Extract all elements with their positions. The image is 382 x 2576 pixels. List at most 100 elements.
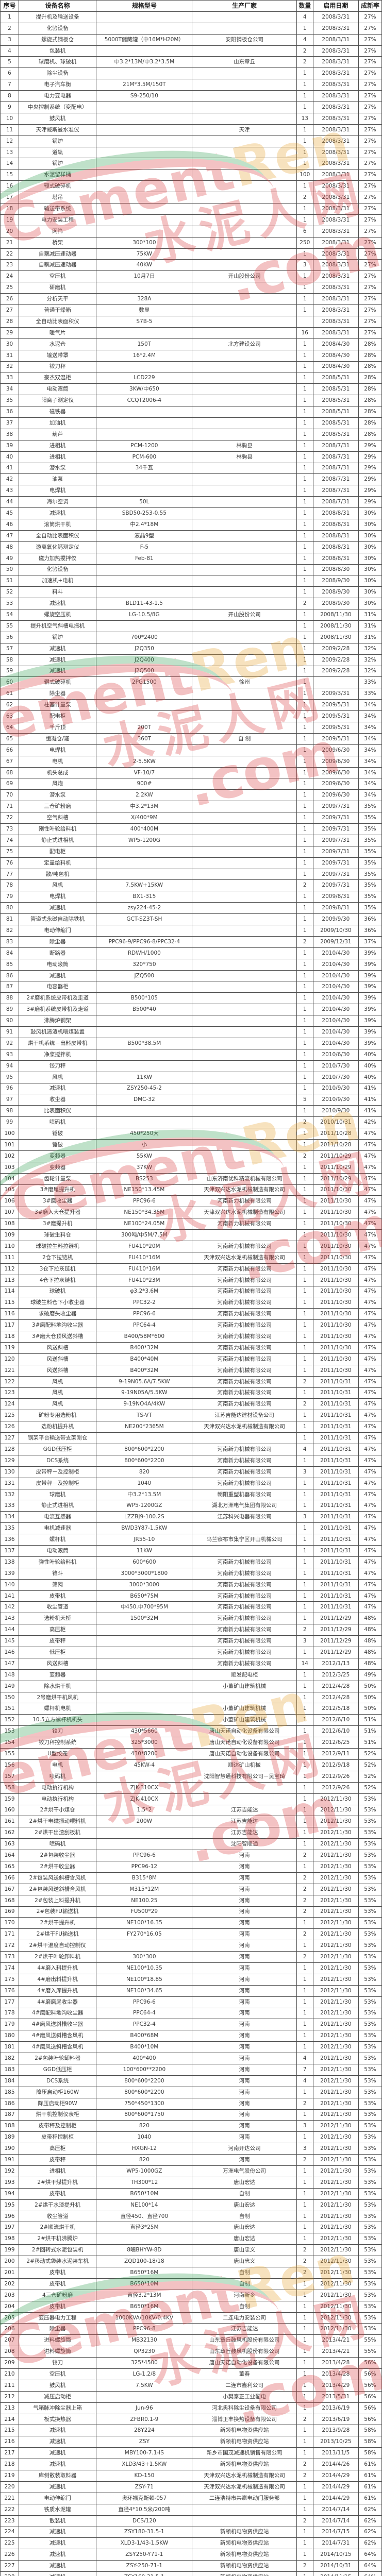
table-cell: 2009/10/30 xyxy=(312,925,359,937)
table-cell: 52% xyxy=(358,1782,382,1794)
table-cell xyxy=(96,417,193,429)
table-row: 210 空压机 LG-1.2/8 董春 1 2013/4/28 56% xyxy=(0,2368,382,2380)
table-row: 48 游离氧化钙测定仪 F-5 1 2008/8/31 30% xyxy=(0,541,382,553)
table-cell: 2012/11/30 xyxy=(312,1951,359,1963)
table-cell: 1 xyxy=(296,1703,313,1715)
table-cell: 155 xyxy=(0,1748,20,1760)
table-cell: 2011/10/31 xyxy=(312,1488,359,1501)
table-row: 220 减速机 ZSY-71 天津双兴达水泥机械制造有限公司 1 2014/4/29 61% xyxy=(0,2481,382,2493)
table-cell: 风机 xyxy=(19,1387,97,1399)
table-row: 185 降压启动柜160W 800*600*2200 河南 1 2012/11/30 53% xyxy=(0,2086,382,2098)
table-row: 73 刚性叶轮给料机 400*400M 1 2009/7/31 35% xyxy=(0,823,382,835)
table-cell: 河南新力机械有限公司 xyxy=(192,1647,297,1658)
table-cell: 53% xyxy=(358,1894,382,1907)
table-cell: 1 xyxy=(296,1319,313,1332)
table-cell: 2012/11/30 xyxy=(312,2323,359,2335)
table-cell: 2012/11/30 xyxy=(312,1917,359,1929)
table-cell: 68 xyxy=(0,767,20,779)
table-cell: 5 xyxy=(296,1094,313,1106)
table-cell: 唐山宏达 xyxy=(192,2199,297,2211)
table-row: 216 减速机 ZSY 新领机电物资供应站 1 2013/10/25 58% xyxy=(0,2436,382,2448)
table-cell: 820 xyxy=(96,2120,193,2132)
table-row: 193 2#烘干煤提升机 TH300*12 唐山宏达 1 2012/11/30 53% xyxy=(0,2176,382,2189)
table-cell: 128 xyxy=(0,1444,20,1455)
table-cell: 28% xyxy=(358,417,382,429)
table-cell: NE100*10.35 xyxy=(96,1962,193,1974)
table-cell: 2013/6/19 xyxy=(312,2402,359,2414)
table-cell: S9-250/10 xyxy=(96,90,193,103)
table-cell xyxy=(192,383,297,396)
table-cell: B315*8M xyxy=(96,1872,193,1884)
table-cell: 河南新力机械有限公司 xyxy=(192,1274,297,1286)
table-cell: 700*2400 xyxy=(96,631,193,643)
table-row: 67 电机 2-5.5KW 1 2009/6/30 34% xyxy=(0,755,382,768)
table-cell: 2008/3/31 xyxy=(312,282,359,294)
table-row: 199 2#回转式水泥包装机 8嘴BHYW-8D 唐山忠义 2 2012/11/30 53% xyxy=(0,2244,382,2257)
table-cell: 河南新力机械有限公司 xyxy=(192,1263,297,1275)
table-cell xyxy=(96,112,193,125)
table-cell: 2012/11/30 xyxy=(312,2210,359,2223)
table-cell: 62% xyxy=(358,2515,382,2527)
table-cell: 新领机电物资供应站 xyxy=(192,2436,297,2448)
table-cell: 铰刀秤 xyxy=(19,1060,97,1072)
table-cell: 189 xyxy=(0,2131,20,2144)
table-cell: 开山股份公司 xyxy=(192,270,297,283)
table-cell xyxy=(192,925,297,937)
table-row: 146 低压柜 河南新力机械有限公司 1 2011/12/29 48% xyxy=(0,1647,382,1658)
table-cell: 2 xyxy=(296,56,313,69)
table-cell: 27% xyxy=(358,33,382,46)
table-cell: 175 xyxy=(0,1973,20,1986)
table-cell: 1 xyxy=(296,2323,313,2335)
table-cell: 215 xyxy=(0,2425,20,2437)
table-cell: 加速机+电机 xyxy=(19,575,97,587)
table-cell: SBD50-253-0.55 xyxy=(96,507,193,519)
table-cell: 900# xyxy=(96,778,193,790)
table-cell: 2012/11/30 xyxy=(312,2063,359,2076)
table-cell: 2011/10/29 xyxy=(312,1150,359,1162)
table-cell: 1 xyxy=(296,1669,313,1681)
table-row: 6 除尘设备 1 2008/3/31 27% xyxy=(0,67,382,80)
table-cell: 2011/12/29 xyxy=(312,1647,359,1658)
table-cell: 200T xyxy=(96,722,193,734)
table-cell xyxy=(96,868,193,880)
table-cell: 2013/11/5 xyxy=(312,2447,359,2460)
table-cell: Jun-96 xyxy=(96,2402,193,2414)
table-cell: 1 xyxy=(296,970,313,982)
table-cell: 61% xyxy=(358,2481,382,2493)
table-row: 152 10.5立方螺杆机机头 小董矿山建筑机械 1 2012/6/10 51% xyxy=(0,1714,382,1726)
table-cell: 33% xyxy=(358,688,382,700)
table-cell: J2Q500 xyxy=(96,665,193,677)
table-cell: PPC96-12 xyxy=(96,1860,193,1873)
table-cell: 39% xyxy=(358,1004,382,1016)
table-row: 192 进相机 WP5-1000GZ 万洲电气股份公司 1 2012/11/30 53% xyxy=(0,2165,382,2177)
table-cell: 40 xyxy=(0,451,20,463)
table-cell: 47% xyxy=(358,1173,382,1185)
table-cell: 2009/2/28 xyxy=(312,665,359,677)
table-cell: 196 xyxy=(0,2210,20,2223)
table-cell: 34% xyxy=(358,744,382,756)
table-cell: 190 xyxy=(0,2143,20,2155)
table-cell: 2012/11/30 xyxy=(312,2300,359,2313)
table-cell: 75KW xyxy=(96,248,193,260)
table-row: 61 除尘器 1 2009/3/31 33% xyxy=(0,688,382,700)
table-cell xyxy=(192,947,297,959)
table-cell: 2011/10/30 xyxy=(312,1263,359,1275)
table-row: 121 风送斜槽 B400*32M 河南新力机械有限公司 1 2011/10/30 47% xyxy=(0,1364,382,1377)
table-cell: 104 xyxy=(0,1173,20,1185)
table-row: 159 电动执行机构 ZJK-410CX 1 2012/11/30 53% xyxy=(0,1793,382,1805)
table-cell: 27% xyxy=(358,236,382,249)
table-cell: 47% xyxy=(358,1207,382,1219)
table-cell: 乌兰察布市集宁区开山机械公司 xyxy=(192,1534,297,1546)
table-cell: 1 xyxy=(296,406,313,418)
table-cell: 53% xyxy=(358,2143,382,2155)
table-cell xyxy=(192,575,297,587)
table-cell: J2Q400 xyxy=(96,654,193,666)
table-cell: 99 xyxy=(0,1116,20,1129)
table-cell: 新领机电物资供应站 xyxy=(192,2537,297,2550)
table-cell: 53% xyxy=(358,2063,382,2076)
table-cell: 选粉机提升机 xyxy=(19,1421,97,1433)
table-cell: 207 xyxy=(0,2334,20,2347)
table-cell: 2008/3/31 xyxy=(312,293,359,306)
table-cell xyxy=(192,902,297,914)
table-cell: 2011/10/31 xyxy=(312,1567,359,1580)
